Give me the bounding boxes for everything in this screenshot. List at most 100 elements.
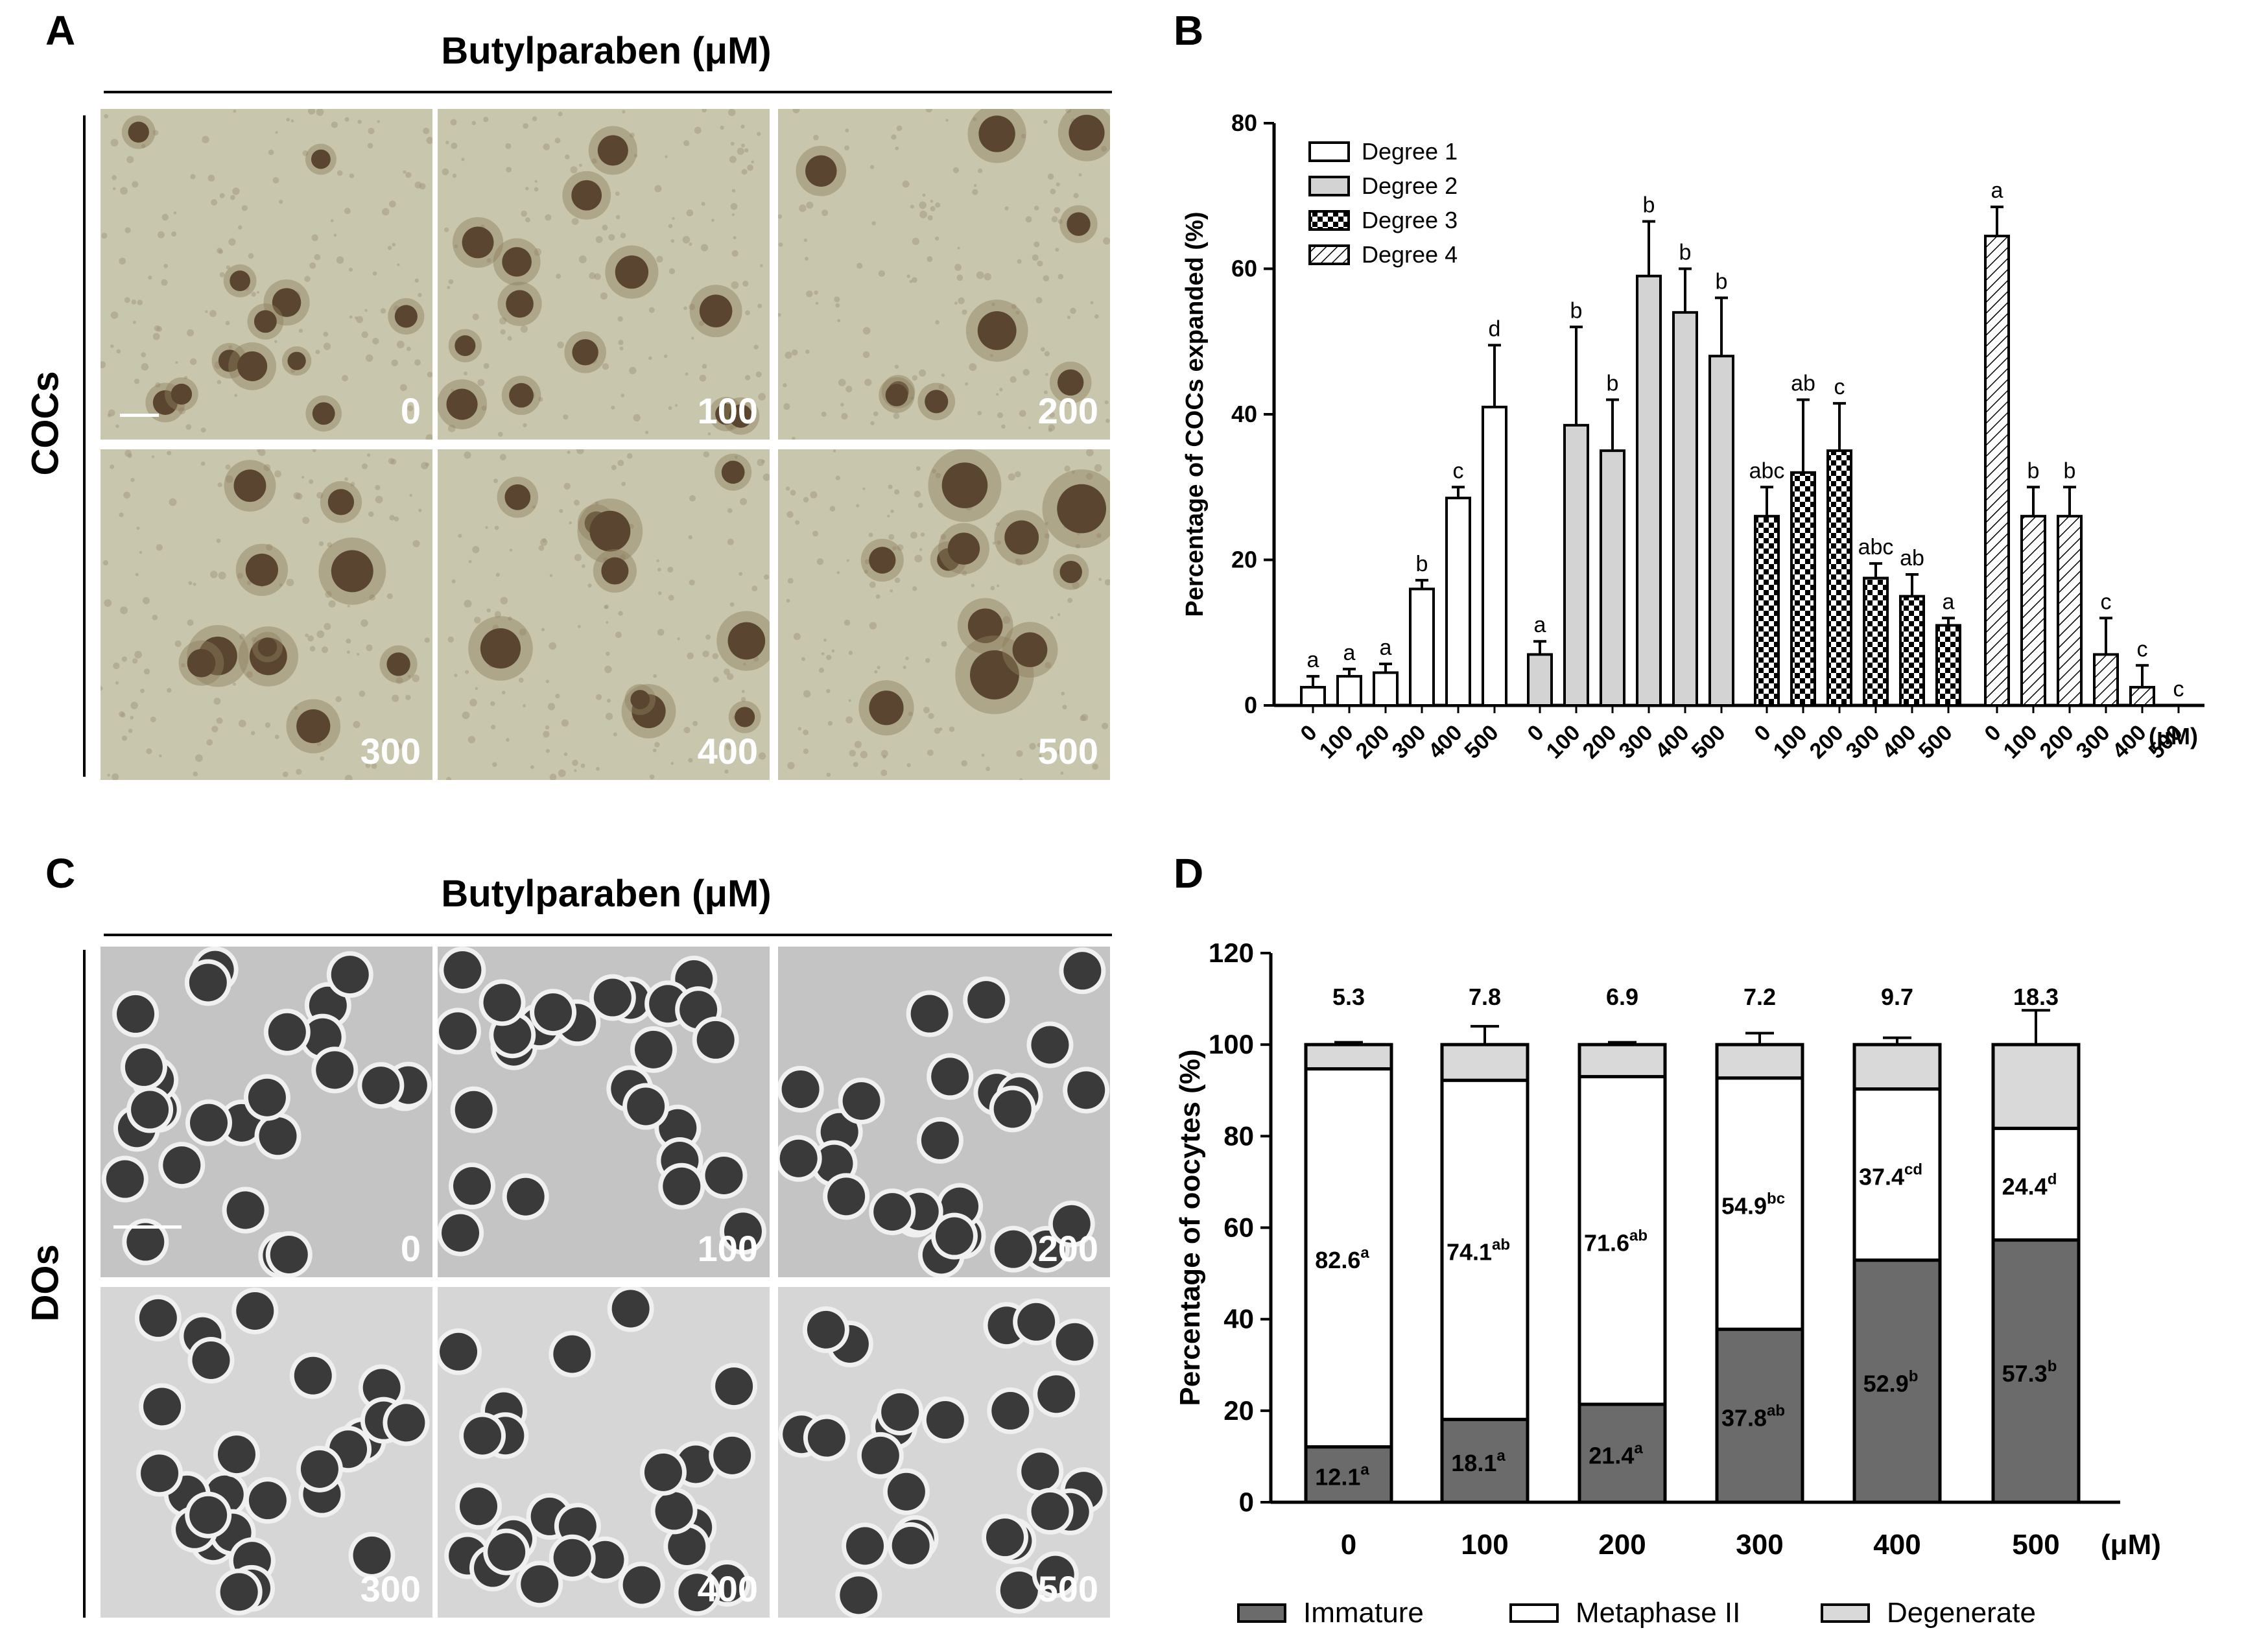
debris [128,728,133,733]
debris [461,158,465,161]
debris [757,303,762,309]
oocyte [464,1417,502,1455]
debris [741,169,748,175]
debris [190,174,196,180]
image-concentration-label: 500 [1037,1568,1098,1609]
debris [668,595,674,601]
debris [930,206,936,212]
debris [976,271,984,279]
image-concentration-label: 200 [1037,390,1098,431]
debris [713,676,719,683]
debris [962,571,967,576]
debris [555,694,560,699]
debris [228,238,236,246]
debris [187,329,195,336]
debris [687,652,694,659]
debris [803,238,808,242]
debris [701,202,705,206]
debris [469,698,477,707]
debris [444,227,449,233]
debris [981,753,985,757]
debris [845,716,853,724]
debris [557,341,564,349]
oocyte [443,951,482,989]
cell-pattern [785,449,1110,780]
coc-cell [1012,632,1048,668]
debris [958,297,965,305]
panel-letter-a: A [45,7,76,54]
debris [148,275,152,280]
debris [296,768,302,775]
debris [657,567,661,572]
oocyte [362,1067,400,1105]
debris [805,257,809,261]
debris [734,455,738,459]
coc-cell [128,121,149,143]
significance-letter: a [1307,648,1319,672]
debris [349,315,353,319]
oocyte [781,1070,820,1108]
debris [350,482,355,487]
do-image-0: 0 [100,947,432,1277]
debris [123,491,130,499]
debris [423,127,430,134]
debris [359,690,366,697]
debris [347,604,350,608]
y-tick-label: 0 [1244,692,1257,718]
debris [333,233,337,237]
debris [152,455,155,458]
debris [141,352,147,358]
debris [874,670,878,674]
debris [1098,578,1102,581]
oocyte [143,1387,182,1426]
debris [700,244,709,252]
debris [320,756,325,761]
oocyte [659,1109,697,1147]
debris [833,449,836,453]
x-tick-label: 400 [1651,720,1694,764]
debris [100,686,103,691]
panel-a-title-rule [104,91,1112,93]
coc-cell [1069,114,1105,151]
oocyte [807,1419,845,1457]
bar [1708,355,1734,707]
coc-cell [233,469,266,502]
debris [115,424,119,429]
debris [731,281,739,289]
debris [906,274,910,278]
coc-cell [245,553,279,587]
debris [403,170,407,174]
debris [274,470,281,478]
debris [142,596,150,604]
debris [792,109,800,113]
debris [1049,412,1055,418]
x-tick-label: 100 [1999,720,2042,764]
debris [848,650,853,655]
bar [1826,449,1852,707]
debris [826,654,832,661]
debris [620,394,625,397]
image-concentration-label: 100 [697,1228,758,1269]
debris [397,263,400,266]
debris [845,385,853,393]
debris [611,465,617,471]
debris [233,682,236,686]
debris [572,759,578,766]
debris [854,740,862,748]
debris [996,584,1000,587]
significance-letter: ab [1767,1402,1785,1420]
oocyte [861,1436,899,1474]
coc-cell [230,270,250,292]
coc-cell [572,339,598,366]
debris [357,119,362,124]
debris [1094,464,1102,472]
debris [1019,778,1023,780]
debris [1050,616,1054,620]
debris [1051,216,1058,222]
coc-image-4: 400 [438,449,770,780]
debris [892,546,897,551]
debris [395,742,402,749]
debris [412,674,419,682]
oocyte [217,1435,255,1474]
legend-label: Degree 4 [1362,241,1458,268]
